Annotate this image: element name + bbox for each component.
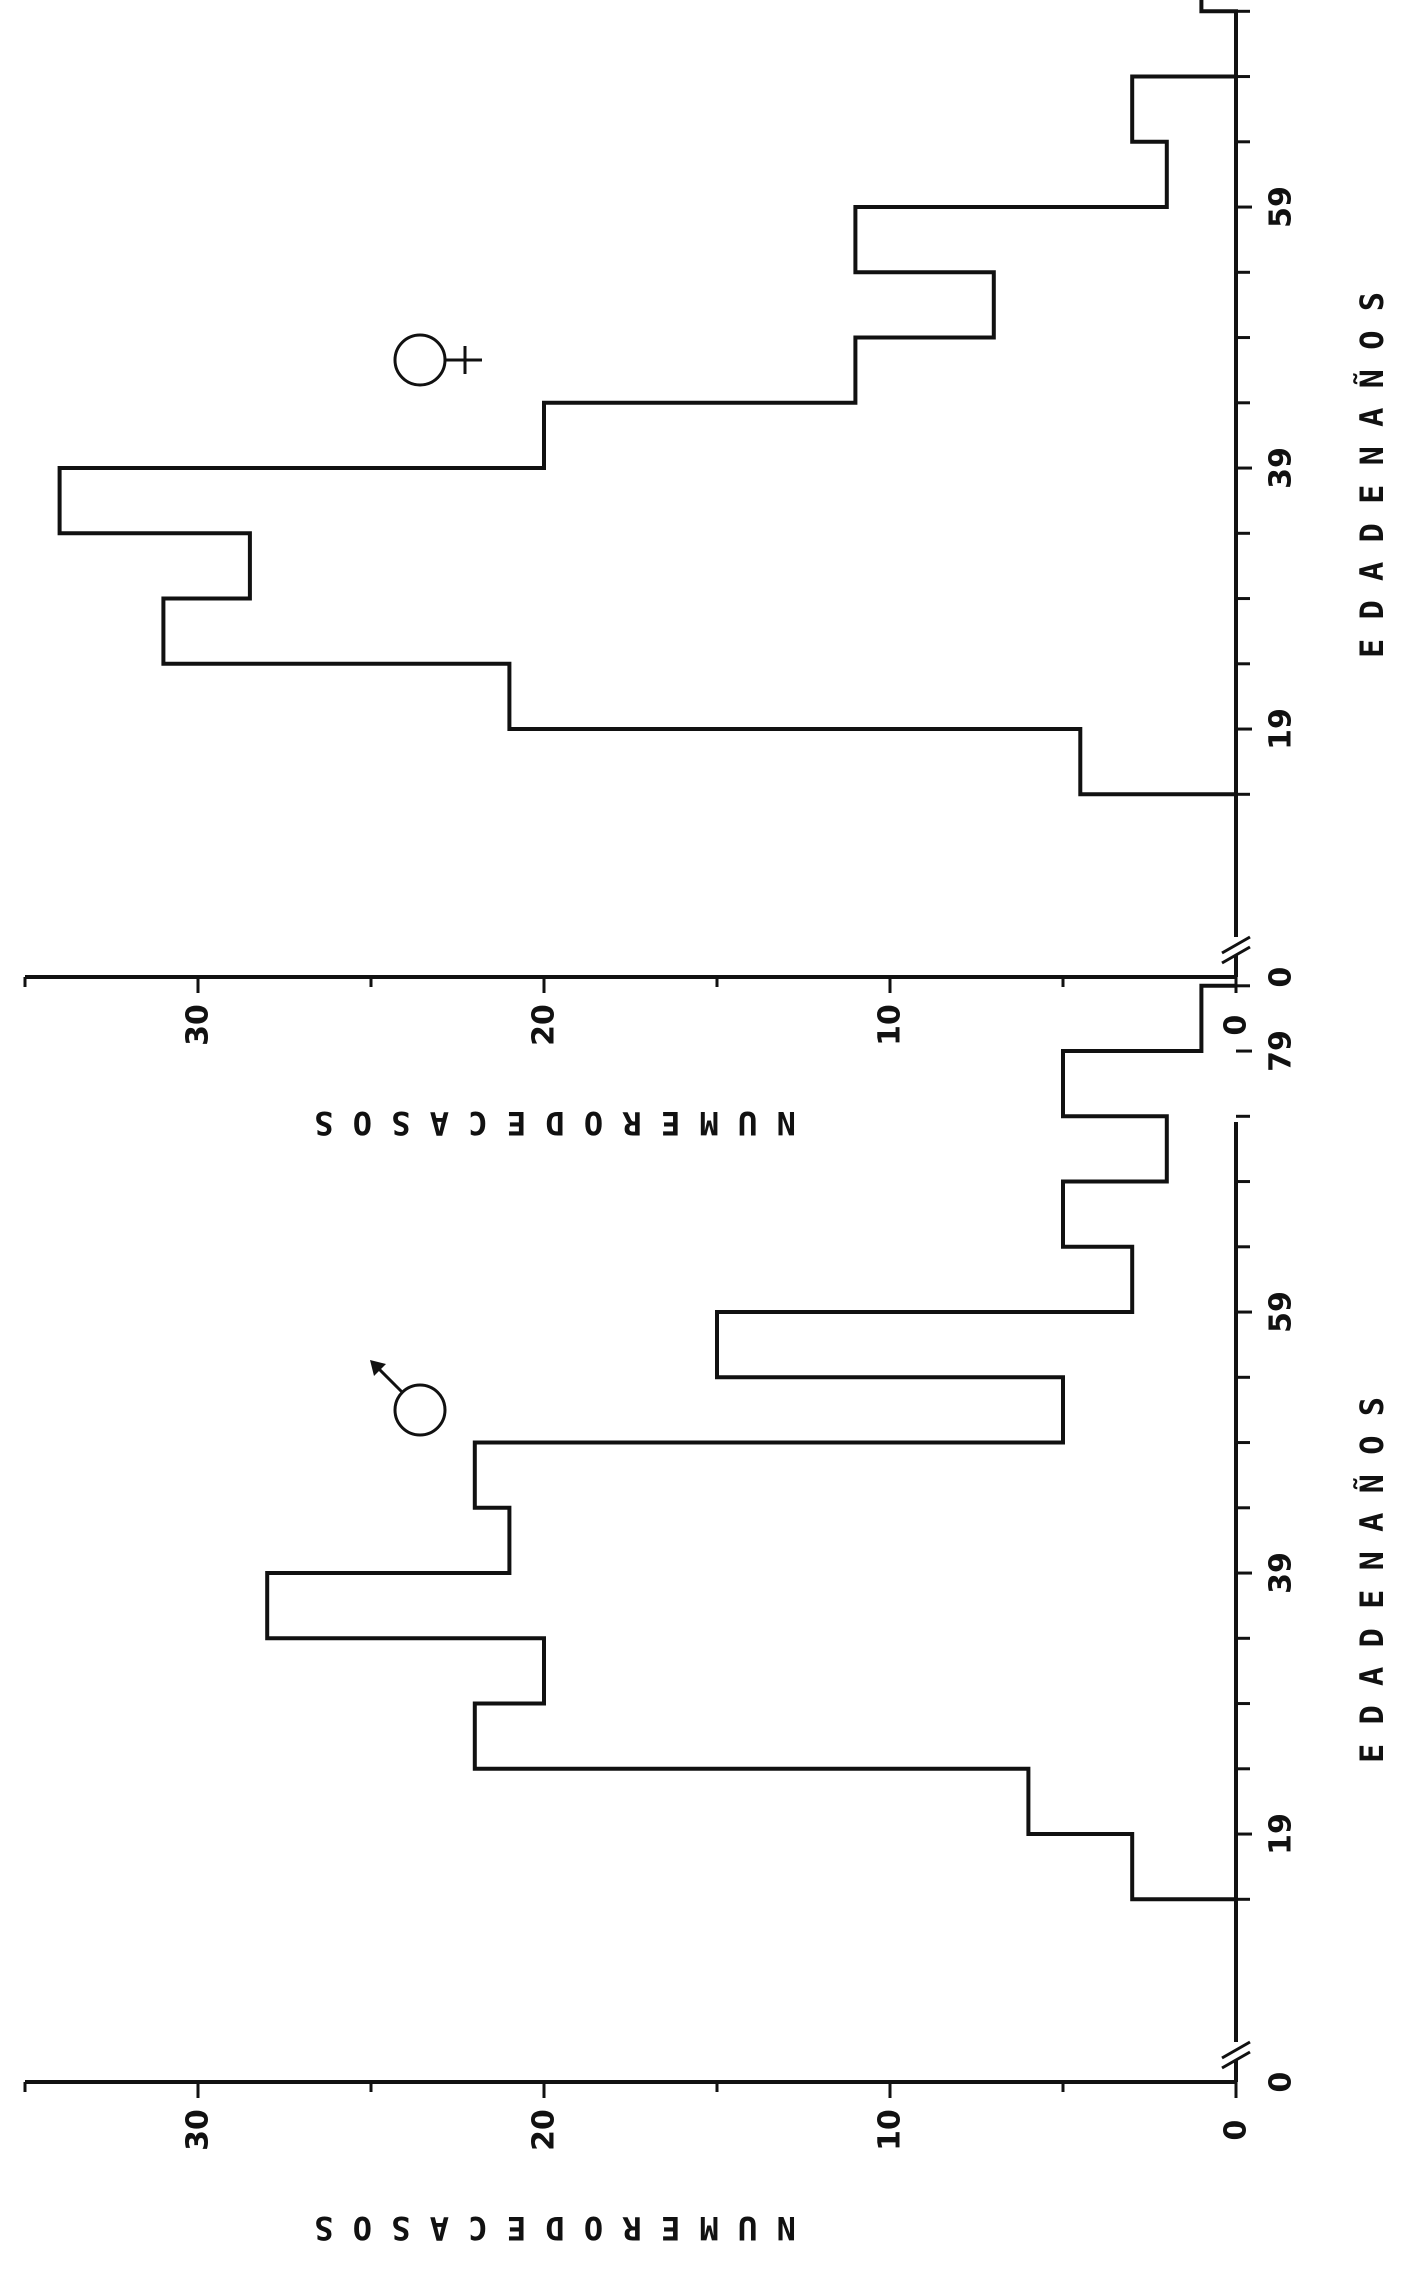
histogram-bar — [1063, 1377, 1236, 1442]
histogram-bar — [544, 403, 1236, 468]
histogram-bar — [267, 1573, 1236, 1638]
age-tick-label: 39 — [1264, 447, 1299, 489]
histogram-outline — [265, 983, 1236, 1902]
histogram-bar — [1167, 142, 1236, 207]
histogram-panel-male: 0 19 39 59 79 0 10 20 30 E D A D E N A Ñ O S N U M… — [23, 983, 1391, 2247]
count-tick-label: 0 — [1219, 1015, 1254, 1036]
axis-break-mark — [1221, 2050, 1251, 2070]
histogram-bar — [250, 533, 1236, 598]
count-axis-title: N U M E R O D E C A S O S — [314, 1104, 796, 1142]
histogram-bar — [163, 599, 1236, 664]
histogram-bar — [717, 1312, 1236, 1377]
histogram-bar — [1201, 0, 1236, 11]
axis-break-mark — [1221, 2040, 1251, 2060]
age-tick-label: 0 — [1264, 967, 1299, 988]
age-tick-label: 0 — [1264, 2072, 1299, 2093]
histogram-bar — [1132, 1834, 1236, 1899]
count-tick-label: 0 — [1219, 2120, 1254, 2141]
histogram-bar — [1028, 1769, 1236, 1834]
age-tick-label: 59 — [1264, 1291, 1299, 1333]
axis-break-mark — [1221, 935, 1251, 955]
histogram-bar — [994, 272, 1236, 337]
histogram-bar — [1080, 729, 1236, 794]
age-tick-label: 19 — [1264, 1813, 1299, 1855]
histogram-panel-female: 0 19 39 59 79 0 10 20 30 E D A D E N A Ñ O S N U M… — [23, 0, 1391, 1142]
histogram-bar — [1132, 1247, 1236, 1312]
count-tick-label: 10 — [873, 2109, 908, 2151]
axis-break-mark — [1221, 945, 1251, 965]
count-tick-label: 20 — [527, 1004, 562, 1046]
histogram-bar — [509, 1508, 1236, 1573]
age-tick-label: 19 — [1264, 708, 1299, 750]
count-axis-title: N U M E R O D E C A S O S — [314, 2209, 796, 2247]
age-tick-label: 59 — [1264, 186, 1299, 228]
histogram-bar — [1063, 1051, 1236, 1116]
count-tick-label: 30 — [181, 1004, 216, 1046]
histogram-bar — [475, 1704, 1236, 1769]
histogram-bar — [509, 664, 1236, 729]
age-tick-label: 39 — [1264, 1552, 1299, 1594]
histogram-bar — [1201, 986, 1236, 1051]
histogram-bar — [475, 1443, 1236, 1508]
age-axis-title: E D A D E N A Ñ O S — [1353, 1397, 1391, 1763]
histogram-bar — [1132, 77, 1236, 142]
histogram-bar — [855, 338, 1236, 403]
age-axis-title: E D A D E N A Ñ O S — [1353, 292, 1391, 658]
histogram-bar — [855, 207, 1236, 272]
count-tick-label: 30 — [181, 2109, 216, 2151]
male-symbol-icon — [370, 1360, 447, 1437]
histogram-bar — [1063, 1182, 1236, 1247]
count-tick-label: 10 — [873, 1004, 908, 1046]
age-tick-label: 79 — [1264, 1030, 1299, 1072]
histogram-bar — [60, 468, 1236, 533]
histogram-outline — [57, 0, 1238, 797]
histogram-bar — [1167, 1116, 1236, 1181]
count-tick-label: 20 — [527, 2109, 562, 2151]
histogram-bar — [544, 1638, 1236, 1703]
female-symbol-icon — [393, 333, 482, 387]
